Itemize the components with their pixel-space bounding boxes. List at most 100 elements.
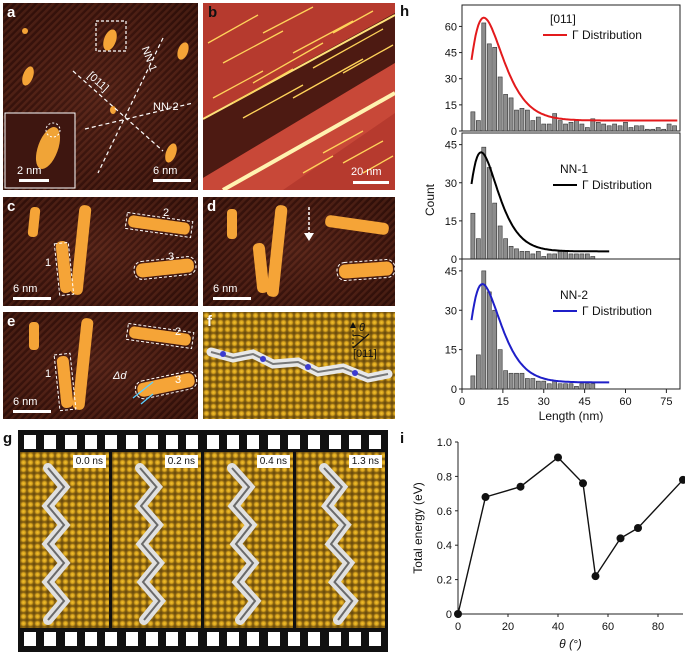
- histogram-bar: [525, 109, 530, 132]
- y-tick-label: 0.8: [437, 471, 452, 483]
- histogram-bar: [535, 380, 541, 390]
- y-tick-label: 30: [445, 178, 457, 190]
- data-point: [516, 482, 525, 491]
- chain-2-label: 2: [163, 207, 170, 219]
- film-hole: [348, 435, 361, 449]
- histogram-bar: [514, 248, 519, 260]
- molecule-bonds: [139, 467, 161, 621]
- histogram-bar: [470, 111, 476, 132]
- film-hole: [206, 632, 219, 646]
- data-point: [616, 534, 625, 543]
- md-frame: 0.0 ns: [20, 452, 109, 628]
- histogram-bar: [563, 123, 568, 132]
- histogram-bar: [497, 225, 503, 260]
- film-hole: [206, 435, 219, 449]
- data-point: [554, 453, 562, 462]
- legend-label: Γ Distribution: [572, 28, 642, 42]
- molecule-bonds: [231, 467, 257, 621]
- histogram-bar: [595, 121, 601, 132]
- histogram-bar: [634, 125, 639, 132]
- histogram-bar: [530, 253, 536, 260]
- histogram-bar: [574, 386, 579, 390]
- panel-a-overlay: [4, 20, 194, 189]
- histogram-bar: [481, 270, 487, 390]
- frame-time: 0.2 ns: [164, 455, 198, 468]
- md-frame: 1.3 ns: [296, 452, 385, 628]
- histogram-bar: [601, 123, 607, 132]
- film-hole: [227, 632, 239, 646]
- x-tick-label: 40: [552, 621, 564, 633]
- frames: 0.0 ns 0.2 ns 0.4 ns 1.3 ns: [18, 452, 388, 628]
- scale-text: 6 nm: [213, 283, 238, 295]
- film-hole: [287, 435, 300, 449]
- molecule: [319, 463, 359, 625]
- chain-3-label: 3: [175, 374, 182, 386]
- histogram-bar: [530, 378, 536, 390]
- film-hole: [84, 435, 97, 449]
- histogram-bar: [552, 113, 557, 132]
- histogram-bar: [546, 253, 552, 260]
- direction-label: [011]: [353, 348, 377, 360]
- histogram-bar: [546, 383, 552, 390]
- histogram-bar: [470, 375, 476, 390]
- series-title: NN-1: [560, 162, 588, 176]
- series-title: NN-2: [560, 288, 588, 302]
- x-tick-label: 15: [497, 396, 509, 408]
- y-tick-label: 45: [445, 140, 457, 152]
- histogram-bar: [661, 128, 666, 132]
- scale-bar: [353, 181, 389, 184]
- histogram-bar: [590, 383, 596, 390]
- film-hole: [84, 632, 97, 646]
- chain-1-label: 1: [45, 368, 52, 380]
- film-hole: [227, 435, 239, 449]
- theta-label: θ: [359, 322, 365, 334]
- x-axis-label: Length (nm): [539, 409, 604, 423]
- scale-text: 6 nm: [13, 283, 38, 295]
- histogram-bar: [563, 383, 568, 390]
- x-tick-label: 20: [502, 621, 514, 633]
- histogram-bar: [617, 125, 623, 132]
- histogram-bar: [492, 309, 498, 390]
- fit-curve: [470, 16, 678, 122]
- histogram-bar: [497, 349, 503, 390]
- histogram-bar: [579, 383, 585, 390]
- film-hole: [186, 632, 199, 646]
- film-holes-bottom: [18, 632, 388, 646]
- x-tick-label: 45: [579, 396, 591, 408]
- panel-e: e 1 2 3 Δd 6 nm: [3, 312, 198, 419]
- scale-text: 20 nm: [351, 166, 382, 178]
- histogram-bar: [497, 76, 503, 132]
- molecule-bonds: [323, 467, 354, 621]
- x-tick-label: 0: [459, 396, 465, 408]
- y-tick-label: 45: [445, 266, 457, 278]
- histogram-bar: [503, 94, 508, 132]
- y-tick-label: 45: [445, 48, 457, 60]
- chain-2-label: 2: [175, 326, 182, 338]
- frame-time: 0.0 ns: [72, 455, 106, 468]
- y-tick-label: 1.0: [437, 437, 452, 449]
- y-tick-label: 0: [451, 384, 457, 396]
- y-tick-label: 0: [451, 126, 457, 138]
- md-frame: 0.2 ns: [112, 452, 201, 628]
- film-hole: [348, 632, 361, 646]
- histogram-bar: [535, 116, 541, 132]
- film-hole: [24, 435, 36, 449]
- panel-c-overlay: [27, 205, 197, 297]
- panel-label: a: [7, 4, 16, 21]
- film-hole: [369, 435, 382, 449]
- scale-text: 6 nm: [153, 165, 178, 177]
- histogram-bar: [552, 380, 557, 390]
- y-axis-label: Count: [423, 183, 437, 216]
- x-axis-label: θ (°): [559, 637, 582, 651]
- molecule: [41, 463, 71, 625]
- histogram-bar: [525, 251, 530, 260]
- film-hole: [247, 632, 260, 646]
- histogram-bar: [519, 372, 525, 390]
- md-frame: 0.4 ns: [204, 452, 293, 628]
- scale-bar: [13, 410, 51, 413]
- film-hole: [105, 632, 118, 646]
- film-hole: [64, 632, 77, 646]
- scale-text: 6 nm: [13, 396, 38, 408]
- energy-line: [457, 456, 684, 615]
- histogram-bar: [579, 123, 585, 132]
